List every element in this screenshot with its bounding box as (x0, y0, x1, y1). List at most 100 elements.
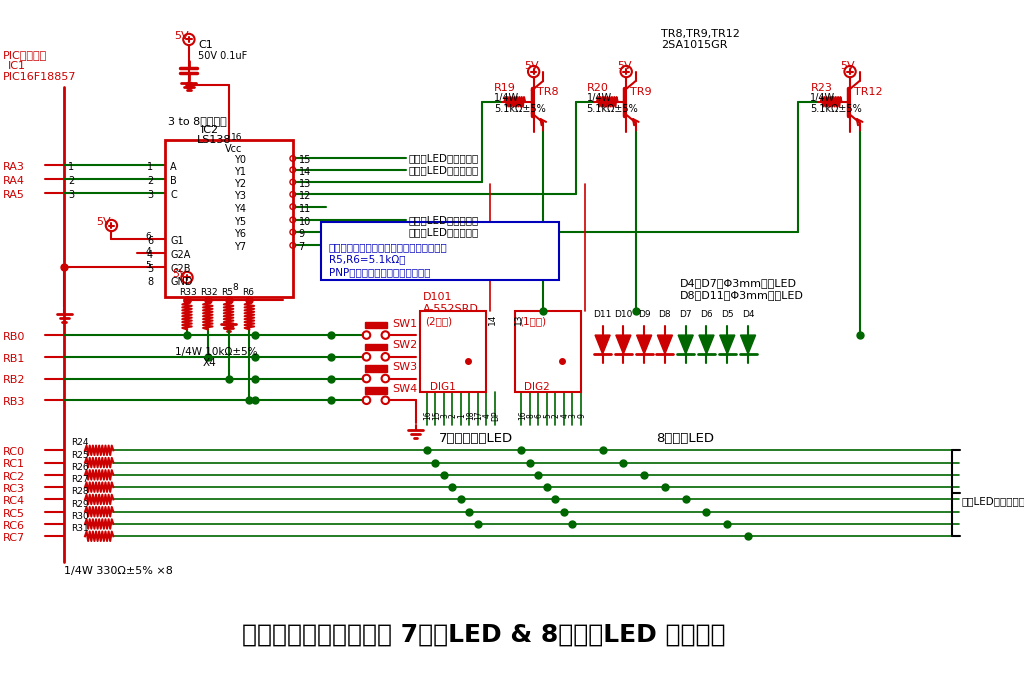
Text: X4: X4 (203, 359, 217, 368)
Text: R25: R25 (71, 450, 88, 460)
Text: A: A (170, 162, 176, 172)
Text: 5V: 5V (841, 61, 855, 71)
Text: D8: D8 (658, 310, 672, 319)
Text: 11: 11 (298, 203, 310, 213)
Text: 1: 1 (68, 162, 74, 172)
Text: 3: 3 (440, 413, 450, 418)
Polygon shape (615, 335, 631, 354)
Text: R28: R28 (71, 487, 88, 497)
Text: 5.1kΩ±5%: 5.1kΩ±5% (810, 104, 862, 114)
Text: R6: R6 (242, 288, 254, 297)
Text: RA4: RA4 (3, 176, 25, 186)
Text: 18: 18 (466, 411, 475, 420)
Text: D10: D10 (614, 310, 633, 319)
Bar (365, 365, 387, 372)
Text: 1/4W: 1/4W (587, 93, 611, 103)
Text: 1: 1 (146, 162, 153, 172)
Text: R33: R33 (179, 288, 198, 297)
Text: R26: R26 (71, 463, 88, 472)
Text: 5V: 5V (524, 61, 539, 71)
Text: 10: 10 (298, 217, 310, 227)
Text: C: C (170, 190, 177, 201)
Text: Y4: Y4 (234, 203, 246, 213)
Text: 12: 12 (298, 191, 311, 201)
Text: 8: 8 (146, 277, 153, 287)
Text: ）他のLED回路に接続: ）他のLED回路に接続 (408, 215, 478, 225)
Text: R20: R20 (587, 83, 608, 93)
Text: D8～D11：Φ3mm赤色LED: D8～D11：Φ3mm赤色LED (680, 291, 804, 300)
Text: 1/4W: 1/4W (494, 93, 519, 103)
Text: D4～D7：Φ3mm緑色LED: D4～D7：Φ3mm緑色LED (680, 278, 797, 288)
Text: 13: 13 (514, 313, 523, 325)
Text: PNPトランジスタのベースに入力: PNPトランジスタのベースに入力 (329, 267, 430, 277)
Bar (420, 312, 486, 392)
Text: TR8,TR9,TR12: TR8,TR9,TR12 (662, 29, 740, 39)
Text: IC1: IC1 (7, 61, 26, 71)
Text: RA3: RA3 (3, 162, 25, 172)
Text: ）他のLED回路に接続: ）他のLED回路に接続 (408, 165, 478, 175)
Text: 15: 15 (298, 155, 311, 166)
Text: R24: R24 (71, 438, 88, 448)
Text: G2B: G2B (170, 264, 190, 274)
Text: 1/4W: 1/4W (810, 93, 836, 103)
Text: 1/4W 330Ω±5% ×8: 1/4W 330Ω±5% ×8 (65, 566, 173, 576)
Text: 17: 17 (474, 411, 483, 420)
Text: 5V: 5V (174, 31, 188, 40)
Text: RC0: RC0 (3, 447, 25, 457)
Text: 6: 6 (145, 232, 152, 242)
Text: (1桁目): (1桁目) (519, 316, 547, 326)
Text: ）他のLED回路に接続: ）他のLED回路に接続 (408, 153, 478, 164)
Text: Y6: Y6 (234, 229, 246, 239)
Text: 5: 5 (145, 260, 152, 270)
Text: 4: 4 (145, 246, 152, 256)
Text: Y1: Y1 (234, 167, 246, 177)
Text: G1: G1 (170, 236, 183, 246)
Text: 2SA1015GR: 2SA1015GR (662, 40, 728, 50)
Text: 実際の回路はブザー制御回路と共用の為、: 実際の回路はブザー制御回路と共用の為、 (329, 242, 447, 252)
Bar (365, 322, 387, 328)
Polygon shape (678, 335, 693, 354)
Text: 5V: 5V (172, 269, 186, 279)
Text: R30: R30 (71, 512, 89, 521)
Text: IC2: IC2 (201, 125, 219, 135)
Text: 2: 2 (68, 176, 75, 186)
Text: DIG1: DIG1 (430, 382, 456, 392)
Text: Y2: Y2 (234, 179, 247, 189)
Text: Vcc: Vcc (225, 144, 242, 154)
Text: 4: 4 (146, 250, 153, 260)
Text: ）他のLED回路に接続: ）他のLED回路に接続 (408, 227, 478, 237)
Text: 9: 9 (578, 413, 587, 418)
Text: Y3: Y3 (234, 191, 246, 201)
Text: R19: R19 (494, 83, 516, 93)
Text: D5: D5 (721, 310, 733, 319)
Text: DP: DP (492, 410, 501, 421)
Text: R29: R29 (71, 499, 88, 509)
Text: 3: 3 (568, 413, 578, 418)
Text: LS138: LS138 (197, 135, 231, 145)
Text: R27: R27 (71, 475, 88, 484)
Text: RC7: RC7 (3, 533, 25, 543)
Polygon shape (720, 335, 735, 354)
Text: 5V: 5V (616, 61, 632, 71)
Text: RA5: RA5 (3, 190, 25, 201)
Text: C1: C1 (199, 40, 213, 50)
Text: 5V: 5V (96, 217, 111, 227)
Text: 2: 2 (146, 176, 153, 186)
Text: 他のLED回路に接続: 他のLED回路に接続 (962, 496, 1024, 506)
Text: TR8: TR8 (538, 87, 559, 98)
Text: 15: 15 (432, 411, 441, 420)
Text: 8ビットLED: 8ビットLED (656, 433, 715, 446)
Text: 4: 4 (483, 413, 492, 418)
Polygon shape (657, 335, 673, 354)
Polygon shape (637, 335, 651, 354)
Text: B: B (170, 176, 177, 186)
Text: 1: 1 (458, 413, 466, 418)
Text: R32: R32 (201, 288, 218, 297)
Text: RC1: RC1 (3, 460, 25, 470)
Text: 5: 5 (146, 264, 153, 274)
Text: 16: 16 (518, 411, 526, 420)
Text: 6: 6 (146, 236, 153, 246)
Text: 7セグメントLED: 7セグメントLED (439, 433, 513, 446)
Text: PIC16F18857: PIC16F18857 (3, 72, 77, 82)
Text: 5.1kΩ±5%: 5.1kΩ±5% (587, 104, 638, 114)
